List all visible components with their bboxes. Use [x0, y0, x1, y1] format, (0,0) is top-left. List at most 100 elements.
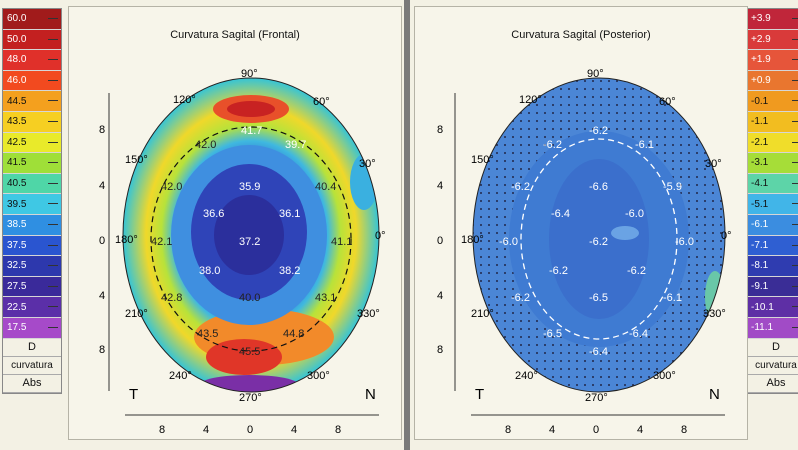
- value-label: 40.4: [315, 181, 336, 193]
- right-scale-swatch: -6.1: [747, 214, 798, 236]
- angle-180: 180°: [461, 234, 484, 246]
- right-scale-swatch: -5.1: [747, 194, 798, 215]
- angle-300: 300°: [653, 370, 676, 382]
- value-label: -6.4: [589, 346, 608, 358]
- angle-240: 240°: [169, 370, 192, 382]
- value-label: -6.0: [675, 236, 694, 248]
- value-label: 40.0: [239, 292, 260, 304]
- x-tick-8-left: 8: [159, 424, 165, 436]
- y-tick-4-bottom: 4: [437, 290, 443, 302]
- angle-240: 240°: [515, 370, 538, 382]
- value-label: -5.9: [663, 181, 682, 193]
- angle-60: 60°: [313, 96, 330, 108]
- right-scale-swatch: -2.1: [747, 132, 798, 154]
- left-scale-swatch: 39.5: [3, 194, 61, 215]
- left-scale-swatch: 32.5: [3, 256, 61, 277]
- frontal-map-svg: 8 4 0 4 8 8 4 0 4 8 T N 90° 60° 30° 0° 3…: [99, 68, 386, 436]
- x-tick-8-right: 8: [681, 424, 687, 436]
- value-label: 35.9: [239, 181, 260, 193]
- angle-0: 0°: [375, 230, 386, 242]
- value-label: 42.0: [161, 181, 182, 193]
- value-label: 44.8: [283, 328, 304, 340]
- x-tick-0: 0: [593, 424, 599, 436]
- angle-120: 120°: [519, 94, 542, 106]
- angle-270: 270°: [239, 392, 262, 404]
- nasal-label: N: [365, 386, 376, 403]
- x-tick-8-right: 8: [335, 424, 341, 436]
- x-tick-8-left: 8: [505, 424, 511, 436]
- x-tick-4-right: 4: [291, 424, 297, 436]
- angle-90: 90°: [241, 68, 258, 80]
- frontal-map-title: Curvatura Sagital (Frontal): [170, 29, 300, 41]
- left-scale-swatch: 46.0: [3, 70, 61, 92]
- left-color-scale: 60.0 50.0 48.0 46.0 44.5 43.5 42.5 41.5 40.5 39.5…: [2, 8, 62, 394]
- left-scale-swatch: 27.5: [3, 276, 61, 298]
- right-scale-swatch: -10.1: [747, 297, 798, 318]
- value-label: -6.1: [663, 292, 682, 304]
- y-tick-0: 0: [437, 235, 443, 247]
- right-scale-swatch: -9.1: [747, 276, 798, 298]
- x-tick-4-left: 4: [203, 424, 209, 436]
- value-label: 38.0: [199, 265, 220, 277]
- angle-270: 270°: [585, 392, 608, 404]
- right-scale-swatch: -11.1: [747, 317, 798, 339]
- y-tick-4-top: 4: [437, 180, 443, 192]
- temporal-label: T: [475, 386, 484, 403]
- panel-divider: [404, 0, 410, 450]
- right-scale-unit: D: [747, 339, 798, 357]
- posterior-map-svg: 8 4 0 4 8 8 4 0 4 8 T N 90° 60° 30° 0° 3…: [437, 68, 732, 436]
- left-scale-swatch: 38.5: [3, 214, 61, 236]
- right-scale-swatch: +3.9: [747, 9, 798, 30]
- angle-210: 210°: [471, 308, 494, 320]
- angle-30: 30°: [705, 158, 722, 170]
- value-label: 38.2: [279, 265, 300, 277]
- angle-210: 210°: [125, 308, 148, 320]
- angle-60: 60°: [659, 96, 676, 108]
- value-label: -6.6: [589, 181, 608, 193]
- value-label: -6.5: [543, 328, 562, 340]
- value-label: -6.2: [589, 125, 608, 137]
- left-scale-swatch: 44.5: [3, 91, 61, 112]
- value-label: -6.0: [625, 208, 644, 220]
- value-label: 42.1: [151, 236, 172, 248]
- left-scale-swatch: 37.5: [3, 235, 61, 257]
- right-scale-swatch: +1.9: [747, 50, 798, 71]
- value-label: -6.2: [627, 265, 646, 277]
- y-tick-4-top: 4: [99, 180, 105, 192]
- angle-150: 150°: [471, 154, 494, 166]
- y-tick-0: 0: [99, 235, 105, 247]
- angle-120: 120°: [173, 94, 196, 106]
- value-label: 41.1: [331, 236, 352, 248]
- right-color-scale: +3.9 +2.9 +1.9 +0.9 -0.1 -1.1 -2.1 -3.1 -4.1 -5.1…: [746, 8, 798, 394]
- y-tick-4-bottom: 4: [99, 290, 105, 302]
- value-label: 39.7: [285, 139, 306, 151]
- left-scale-swatch: 41.5: [3, 153, 61, 174]
- posterior-map-panel[interactable]: Curvatura Sagital (Posterior) 8 4 0 4 8 …: [414, 6, 748, 440]
- left-scale-swatch: 43.5: [3, 111, 61, 133]
- value-label: 45.5: [239, 346, 260, 358]
- angle-330: 330°: [703, 308, 726, 320]
- right-scale-mode: Abs: [747, 375, 798, 393]
- value-label: -6.2: [511, 181, 530, 193]
- left-scale-swatch: 40.5: [3, 173, 61, 195]
- angle-90: 90°: [587, 68, 604, 80]
- left-scale-swatch: 17.5: [3, 317, 61, 339]
- x-tick-0: 0: [247, 424, 253, 436]
- value-label: 43.5: [197, 328, 218, 340]
- y-tick-8-top: 8: [437, 124, 443, 136]
- value-label: -6.2: [511, 292, 530, 304]
- frontal-map-panel[interactable]: Curvatura Sagital (Frontal): [68, 6, 402, 440]
- temporal-label: T: [129, 386, 138, 403]
- value-label: 36.1: [279, 208, 300, 220]
- y-tick-8-top: 8: [99, 124, 105, 136]
- left-scale-swatch: 42.5: [3, 132, 61, 154]
- posterior-map-title: Curvatura Sagital (Posterior): [511, 29, 651, 41]
- left-scale-swatch: 22.5: [3, 297, 61, 318]
- left-scale-swatch: 60.0: [3, 9, 61, 30]
- left-scale-unit: D: [3, 339, 61, 357]
- right-scale-swatch: -1.1: [747, 111, 798, 133]
- right-scale-swatch: -8.1: [747, 256, 798, 277]
- left-scale-label: curvatura: [3, 357, 61, 375]
- value-label: 43.1: [315, 292, 336, 304]
- value-label: -6.0: [499, 236, 518, 248]
